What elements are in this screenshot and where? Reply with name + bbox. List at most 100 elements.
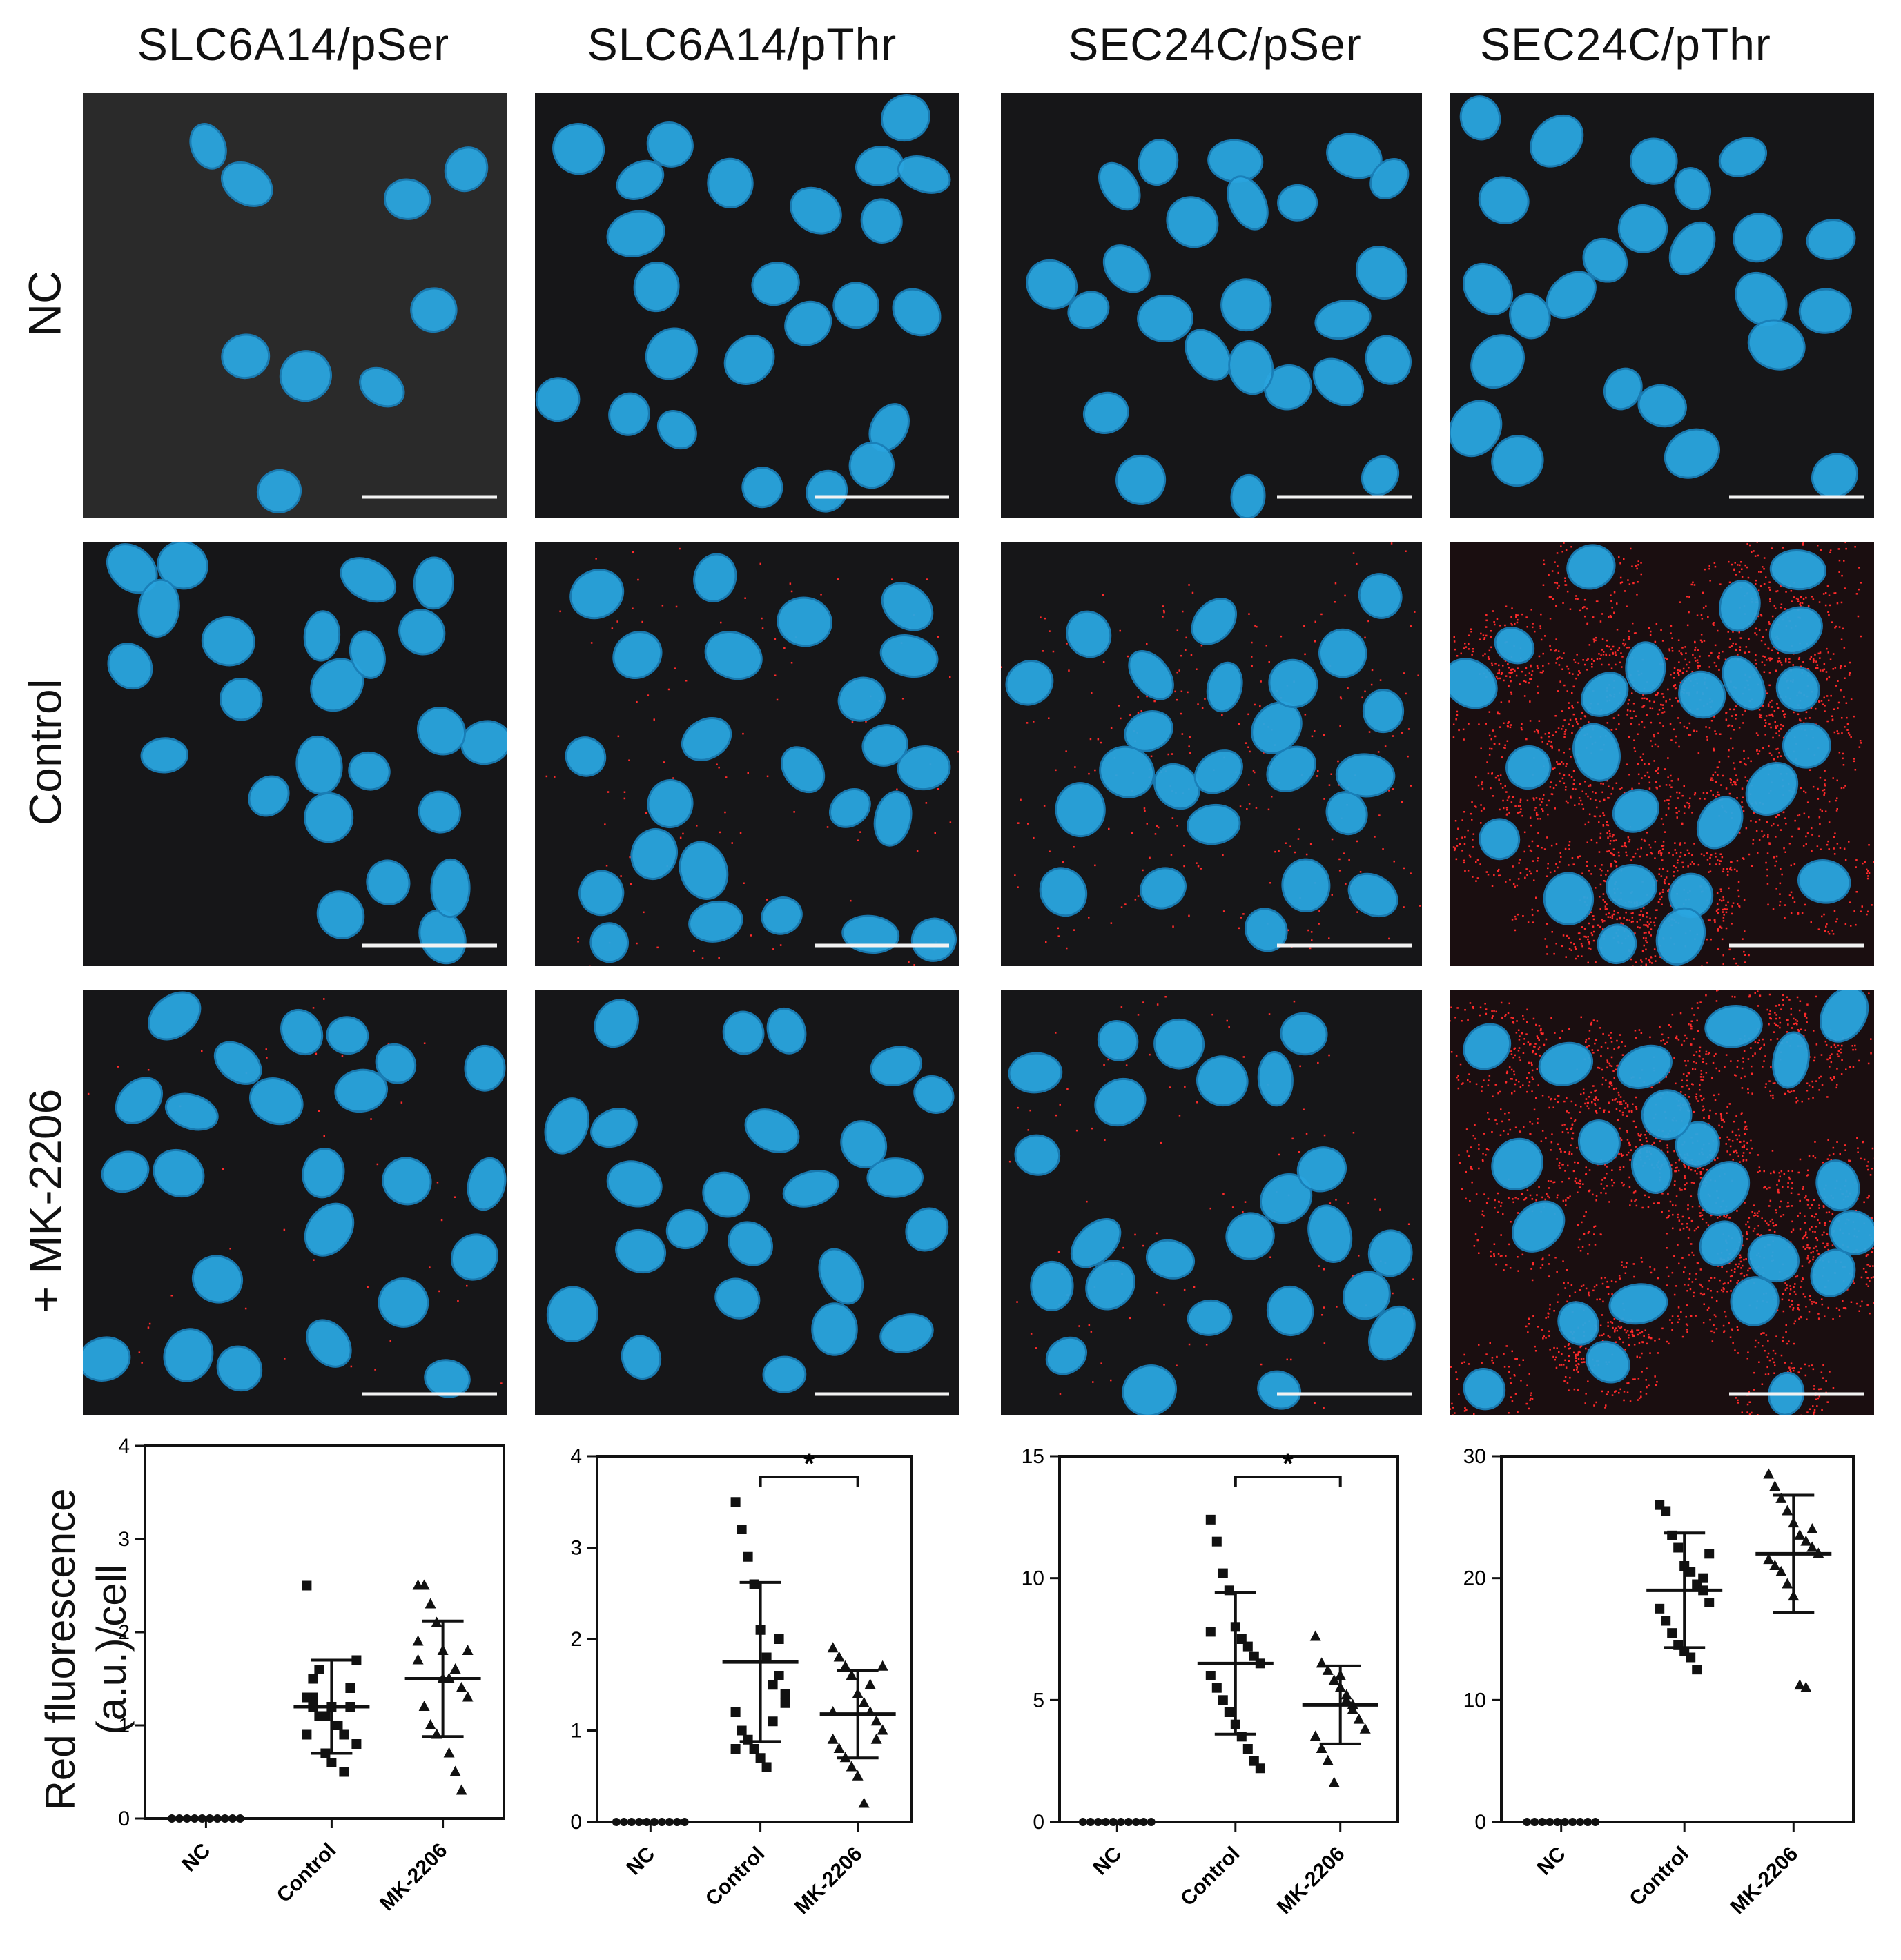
data-point bbox=[774, 1671, 784, 1680]
data-point bbox=[1310, 1730, 1321, 1741]
y-tick-label: 10 bbox=[1463, 1689, 1486, 1712]
x-tick-label: NC bbox=[622, 1843, 659, 1880]
data-point bbox=[1806, 1523, 1817, 1533]
data-point bbox=[627, 1818, 636, 1826]
data-point bbox=[871, 1734, 882, 1744]
data-point bbox=[1576, 1818, 1584, 1826]
data-point bbox=[1256, 1763, 1265, 1773]
data-point bbox=[852, 1770, 864, 1781]
data-point bbox=[737, 1525, 747, 1534]
data-point bbox=[236, 1814, 244, 1823]
micrograph-nc-1 bbox=[83, 93, 507, 518]
row-label-control: Control bbox=[0, 542, 90, 963]
micrograph-control-1 bbox=[83, 542, 507, 966]
data-point bbox=[314, 1712, 324, 1721]
data-point bbox=[1102, 1818, 1110, 1826]
data-point bbox=[462, 1692, 474, 1702]
data-point bbox=[450, 1766, 461, 1776]
data-point bbox=[828, 1642, 839, 1652]
row-label-mk2206: + MK-2206 bbox=[0, 990, 90, 1411]
data-point bbox=[1360, 1723, 1371, 1734]
y-tick-label: 1 bbox=[118, 1714, 130, 1737]
data-point bbox=[620, 1818, 628, 1826]
data-point bbox=[1206, 1671, 1216, 1680]
data-point bbox=[781, 1698, 790, 1708]
data-point bbox=[302, 1581, 311, 1591]
data-point bbox=[681, 1818, 689, 1826]
x-tick-label: NC bbox=[177, 1839, 215, 1876]
data-point bbox=[314, 1665, 324, 1674]
data-point bbox=[834, 1652, 845, 1662]
y-tick-label: 4 bbox=[118, 1435, 130, 1458]
y-tick-label: 30 bbox=[1463, 1445, 1486, 1468]
x-tick-label: MK-2206 bbox=[376, 1839, 452, 1916]
data-point bbox=[1218, 1695, 1228, 1705]
x-tick-label: MK-2206 bbox=[1273, 1843, 1349, 1919]
data-point bbox=[1553, 1818, 1561, 1826]
data-point bbox=[650, 1818, 659, 1826]
data-point bbox=[828, 1734, 839, 1744]
data-point bbox=[413, 1636, 424, 1646]
data-point bbox=[183, 1814, 191, 1823]
data-point bbox=[1686, 1653, 1695, 1663]
data-point bbox=[213, 1814, 222, 1823]
data-point bbox=[731, 1707, 741, 1717]
data-point bbox=[1218, 1569, 1228, 1578]
y-tick-label: 2 bbox=[118, 1621, 130, 1644]
data-point bbox=[612, 1818, 621, 1826]
y-tick-label: 3 bbox=[570, 1537, 582, 1560]
data-point bbox=[206, 1814, 214, 1823]
x-tick-label: Control bbox=[701, 1843, 770, 1911]
data-point bbox=[762, 1763, 772, 1772]
y-tick-label: 0 bbox=[570, 1811, 582, 1834]
data-point bbox=[345, 1683, 355, 1693]
y-tick-label: 1 bbox=[570, 1720, 582, 1743]
data-point bbox=[743, 1552, 753, 1562]
y-tick-label: 10 bbox=[1022, 1567, 1044, 1590]
data-point bbox=[1323, 1755, 1334, 1765]
data-point bbox=[326, 1758, 336, 1767]
data-point bbox=[339, 1730, 349, 1740]
data-point bbox=[1704, 1549, 1714, 1558]
y-tick-label: 4 bbox=[570, 1445, 582, 1468]
micrograph-nc-3 bbox=[1001, 93, 1422, 518]
x-tick-label: Control bbox=[1625, 1843, 1693, 1911]
data-point bbox=[1094, 1818, 1102, 1826]
data-point bbox=[1354, 1714, 1365, 1724]
micrograph-mk2206-4 bbox=[1450, 990, 1874, 1415]
x-tick-label: NC bbox=[1533, 1843, 1570, 1880]
micrograph-control-2 bbox=[535, 542, 959, 966]
micrograph-mk2206-1 bbox=[83, 990, 507, 1415]
data-point bbox=[1561, 1818, 1569, 1826]
data-point bbox=[1124, 1818, 1133, 1826]
x-tick-label: Control bbox=[1176, 1843, 1245, 1911]
data-point bbox=[865, 1678, 876, 1689]
data-point bbox=[1782, 1505, 1793, 1516]
data-point bbox=[1212, 1683, 1222, 1693]
data-point bbox=[228, 1814, 237, 1823]
data-point bbox=[737, 1726, 747, 1736]
significance-star: * bbox=[1283, 1449, 1294, 1479]
data-point bbox=[1523, 1818, 1531, 1826]
data-point bbox=[1769, 1480, 1780, 1491]
data-point bbox=[1763, 1469, 1774, 1479]
y-tick-label: 2 bbox=[570, 1628, 582, 1651]
significance-star: * bbox=[803, 1449, 815, 1479]
micrograph-mk2206-2 bbox=[535, 990, 959, 1415]
data-point bbox=[308, 1674, 318, 1684]
data-point bbox=[859, 1697, 870, 1707]
data-point bbox=[1591, 1818, 1599, 1826]
column-title-slc6a14-pser: SLC6A14/pSer bbox=[79, 18, 507, 80]
micrograph-mk2206-3 bbox=[1001, 990, 1422, 1415]
plot-frame bbox=[145, 1446, 504, 1819]
data-point bbox=[774, 1634, 784, 1644]
y-tick-label: 3 bbox=[118, 1528, 130, 1551]
data-point bbox=[413, 1654, 424, 1665]
plot-frame bbox=[597, 1456, 911, 1822]
y-tick-label: 20 bbox=[1463, 1567, 1486, 1590]
data-point bbox=[834, 1743, 845, 1753]
data-point bbox=[333, 1721, 342, 1730]
